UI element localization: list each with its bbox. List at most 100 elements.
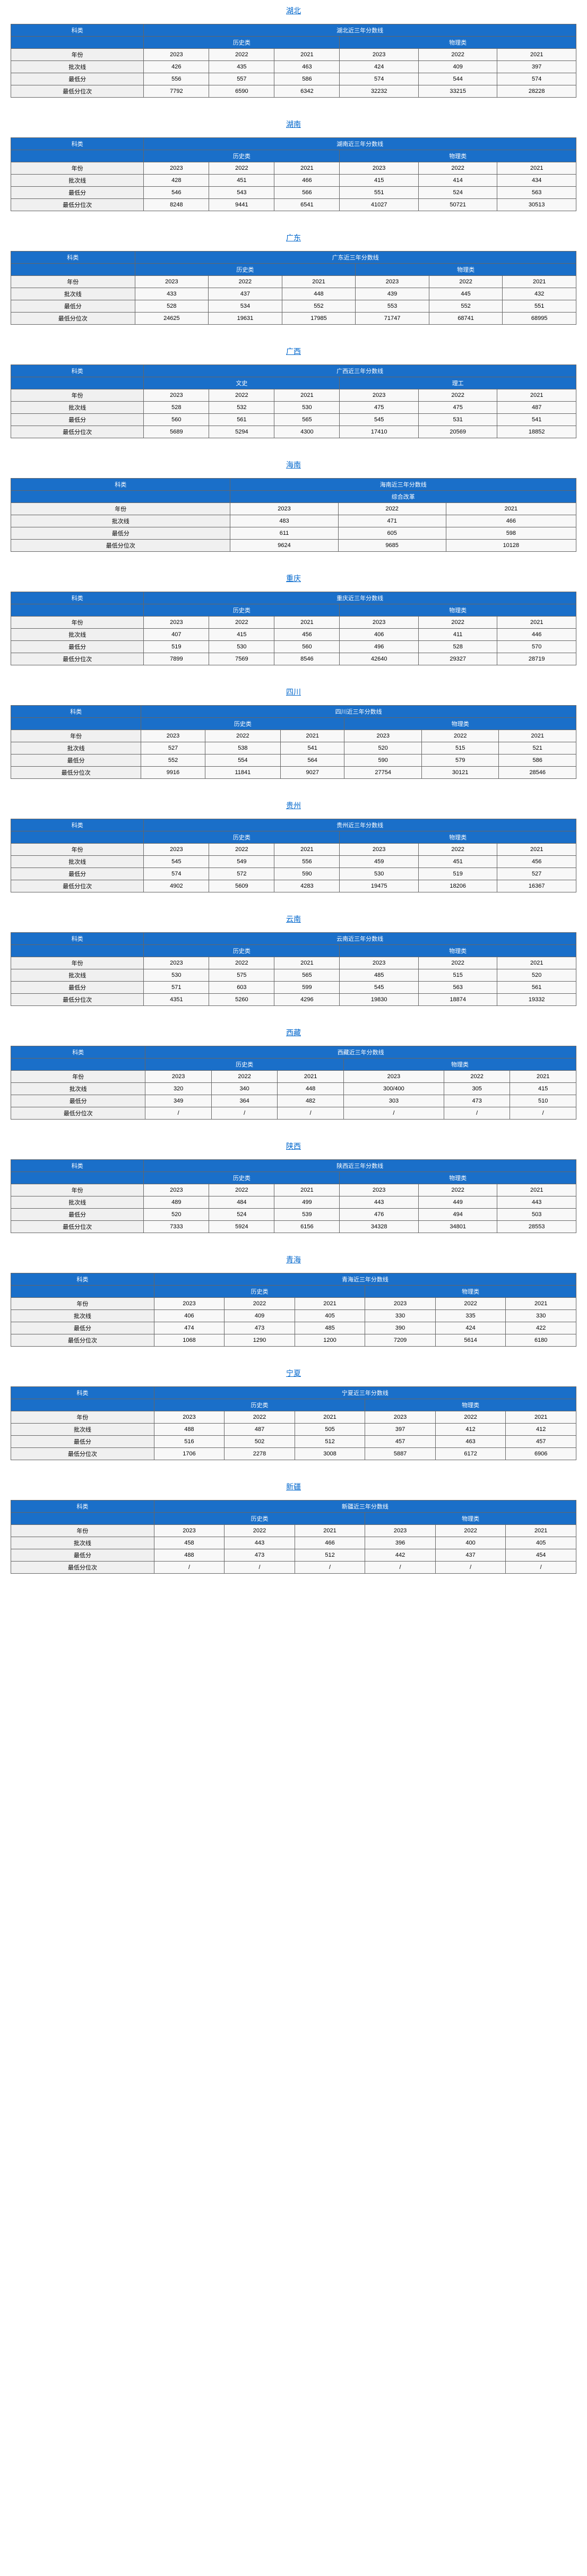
data-cell: 563 (418, 982, 497, 994)
row-label: 最低分 (11, 1095, 145, 1107)
data-cell: 456 (497, 856, 576, 868)
data-cell: 530 (274, 402, 340, 414)
data-cell: 579 (421, 754, 499, 767)
table-row: 批次线428451466415414434 (11, 175, 576, 187)
table-row: 最低分位次824894416541410275072130513 (11, 199, 576, 211)
data-cell: 19332 (497, 994, 576, 1006)
table-row: 年份202320222021202320222021 (11, 389, 576, 402)
data-cell: / (506, 1562, 576, 1574)
data-cell: 2021 (497, 957, 576, 969)
data-cell: 2021 (274, 957, 340, 969)
data-cell: 50721 (418, 199, 497, 211)
col-subject: 科类 (11, 933, 144, 945)
data-cell: 554 (205, 754, 280, 767)
row-label: 批次线 (11, 1537, 154, 1549)
row-label: 最低分位次 (11, 1562, 154, 1574)
row-label: 最低分 (11, 1436, 154, 1448)
data-cell: 2023 (340, 1184, 419, 1196)
score-section: 陕西科类陕西近三年分数线历史类物理类年份20232022202120232022… (11, 1141, 576, 1233)
data-cell: 30121 (421, 767, 499, 779)
col-subject: 科类 (11, 1046, 145, 1059)
data-cell: 485 (340, 969, 419, 982)
row-label: 最低分 (11, 982, 144, 994)
row-label: 年份 (11, 503, 230, 515)
row-label: 批次线 (11, 742, 141, 754)
row-label: 最低分 (11, 868, 144, 880)
table-title: 陕西近三年分数线 (144, 1160, 576, 1172)
row-label: 批次线 (11, 288, 135, 300)
data-cell: 448 (278, 1083, 344, 1095)
data-cell: 2022 (205, 730, 280, 742)
data-cell: 466 (295, 1537, 365, 1549)
table-row: 最低分位次9624968510128 (11, 540, 576, 552)
data-cell: 520 (344, 742, 422, 754)
data-cell: 10128 (446, 540, 576, 552)
data-cell: 457 (365, 1436, 436, 1448)
data-cell: 2023 (144, 389, 209, 402)
table-row: 最低分349364482303473510 (11, 1095, 576, 1107)
data-cell: 488 (154, 1549, 225, 1562)
data-cell: 516 (154, 1436, 225, 1448)
data-cell: 407 (144, 629, 209, 641)
data-cell: 11841 (205, 767, 280, 779)
data-cell: 4902 (144, 880, 209, 892)
data-cell: 487 (225, 1424, 295, 1436)
data-cell: 524 (418, 187, 497, 199)
table-row: 年份202320222021202320222021 (11, 844, 576, 856)
col-subject: 科类 (11, 592, 144, 604)
table-row: 最低分574572590530519527 (11, 868, 576, 880)
score-section: 青海科类青海近三年分数线历史类物理类年份20232022202120232022… (11, 1254, 576, 1347)
data-cell: 2023 (344, 730, 422, 742)
data-cell: 541 (497, 414, 576, 426)
score-section: 贵州科类贵州近三年分数线历史类物理类年份20232022202120232022… (11, 800, 576, 892)
data-cell: 3008 (295, 1448, 365, 1460)
col-subject: 科类 (11, 706, 141, 718)
data-cell: 2023 (356, 276, 429, 288)
data-cell: 4300 (274, 426, 340, 438)
province-title: 陕西 (11, 1141, 576, 1151)
data-cell: 437 (209, 288, 282, 300)
data-cell: 457 (506, 1436, 576, 1448)
category1-header: 历史类 (144, 945, 340, 957)
blank-cell (11, 264, 135, 276)
table-row: 年份202320222021 (11, 503, 576, 515)
data-cell: 503 (497, 1209, 576, 1221)
col-subject: 科类 (11, 24, 144, 37)
data-cell: 530 (340, 868, 419, 880)
data-cell: 18852 (497, 426, 576, 438)
data-cell: 2021 (446, 503, 576, 515)
data-cell: 2022 (209, 844, 274, 856)
data-cell: 42640 (340, 653, 419, 665)
data-cell: 2023 (340, 162, 419, 175)
data-cell: 2021 (503, 276, 576, 288)
category1-header: 历史类 (154, 1399, 365, 1411)
col-subject: 科类 (11, 365, 144, 377)
table-row: 最低分474473485390424422 (11, 1322, 576, 1334)
data-cell: 574 (340, 73, 419, 85)
data-cell: 9441 (209, 199, 274, 211)
data-cell: 574 (497, 73, 576, 85)
data-cell: 556 (274, 856, 340, 868)
category2-header: 物理类 (365, 1399, 576, 1411)
category1-header: 历史类 (144, 37, 340, 49)
table-title: 海南近三年分数线 (230, 479, 576, 491)
category2-header: 理工 (340, 377, 576, 389)
data-cell: 71747 (356, 313, 429, 325)
data-cell: 543 (209, 187, 274, 199)
data-cell: 435 (209, 61, 274, 73)
data-cell: 330 (506, 1310, 576, 1322)
category2-header: 物理类 (340, 831, 576, 844)
data-cell: 489 (144, 1196, 209, 1209)
data-cell: 521 (499, 742, 576, 754)
data-cell: 2278 (225, 1448, 295, 1460)
data-cell: 2021 (274, 162, 340, 175)
data-cell: 2023 (144, 162, 209, 175)
row-label: 批次线 (11, 1083, 145, 1095)
data-cell: / (211, 1107, 278, 1120)
data-cell: 2022 (418, 162, 497, 175)
data-cell: 17985 (282, 313, 356, 325)
data-cell: 446 (497, 629, 576, 641)
data-cell: / (145, 1107, 212, 1120)
table-row: 年份202320222021202320222021 (11, 1184, 576, 1196)
table-row: 最低分位次490256094283194751820616367 (11, 880, 576, 892)
